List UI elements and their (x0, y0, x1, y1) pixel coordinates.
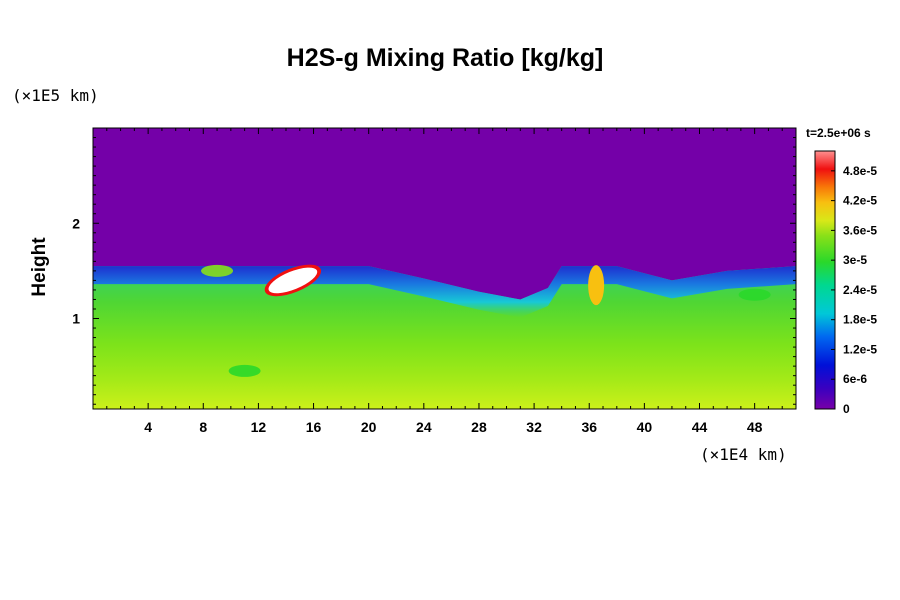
x-tick-label: 12 (251, 419, 267, 435)
feature-3 (738, 288, 771, 301)
feature-blob (201, 264, 234, 277)
x-tick-label: 32 (526, 419, 542, 435)
x-tick-label: 4 (144, 419, 152, 435)
colorbar-tick-label: 0 (843, 402, 850, 416)
colorbar-tick-label: 6e-6 (843, 372, 867, 386)
colorbar-tick-label: 3e-5 (843, 253, 867, 267)
feature-2 (201, 264, 234, 277)
feature-1 (588, 265, 605, 306)
colorbar-tick-label: 4.8e-5 (843, 164, 877, 178)
feature-4 (228, 364, 261, 377)
x-tick-label: 20 (361, 419, 377, 435)
x-tick-label: 44 (692, 419, 708, 435)
x-tick-label: 8 (199, 419, 207, 435)
x-tick-label: 28 (471, 419, 487, 435)
x-tick-label: 24 (416, 419, 432, 435)
time-label: t=2.5e+06 s (806, 126, 871, 140)
feature-max-core (268, 267, 318, 294)
x-unit-label: (×1E4 km) (700, 445, 787, 464)
colorbar-tick-label: 1.8e-5 (843, 313, 877, 327)
y-tick-label: 2 (72, 215, 80, 231)
colorbar-ticks: 0 6e-6 1.2e-5 1.8e-5 2.4e-5 3e-5 3.6e-5 4.2e-5 4… (831, 164, 877, 416)
colorbar-tick-label: 1.2e-5 (843, 342, 877, 356)
x-tick-label: 16 (306, 419, 322, 435)
colorbar-tick-label: 2.4e-5 (843, 283, 877, 297)
plot-frame (92, 127, 797, 410)
x-tick-label: 40 (637, 419, 653, 435)
feature-core (591, 270, 602, 301)
y-tick-label: 1 (72, 311, 80, 327)
heatmap-field (93, 128, 796, 409)
y-unit-label: (×1E5 km) (12, 86, 99, 105)
colorbar (814, 150, 836, 410)
x-axis: 4 8 12 16 20 24 28 32 36 40 44 48 (92, 128, 797, 435)
feature-blob (228, 364, 261, 377)
lower-layer (93, 266, 796, 409)
interface-band (93, 266, 796, 318)
y-axis: 12 (72, 137, 796, 405)
x-tick-label: 36 (581, 419, 597, 435)
colorbar-tick-label: 4.2e-5 (843, 194, 877, 208)
x-tick-label: 48 (747, 419, 763, 435)
feature-0 (264, 264, 322, 297)
colorbar-tick-label: 3.6e-5 (843, 223, 877, 237)
chart-title: H2S-g Mixing Ratio [kg/kg] (286, 44, 604, 72)
feature-blob (738, 288, 771, 301)
